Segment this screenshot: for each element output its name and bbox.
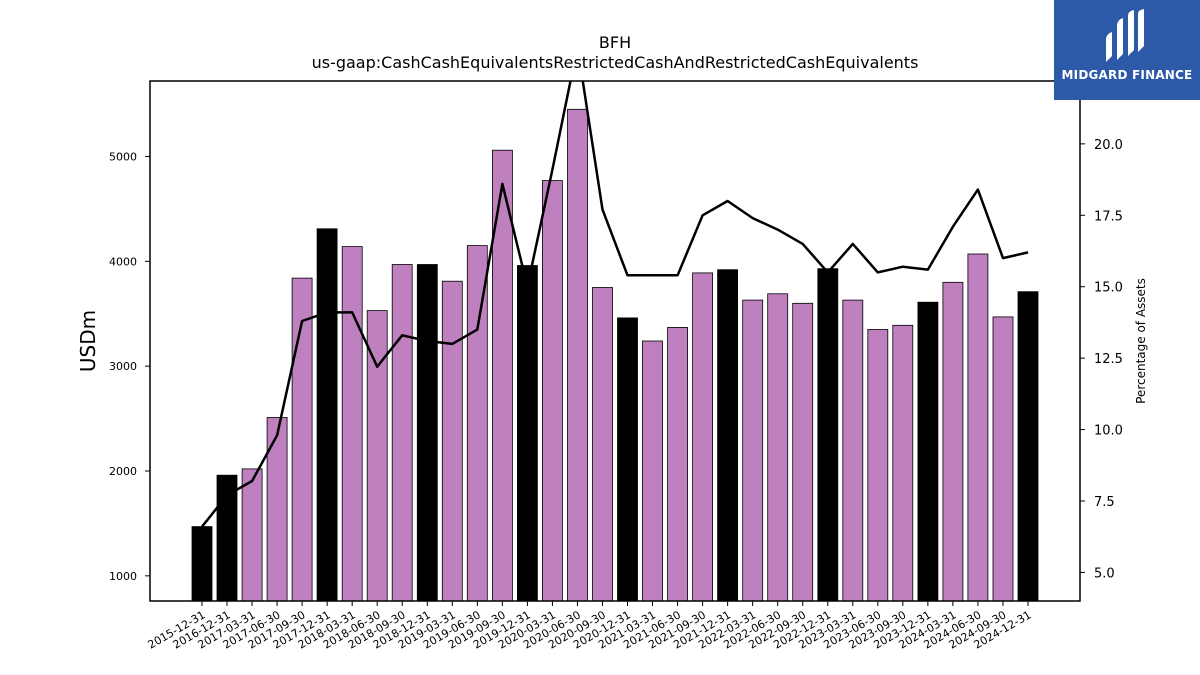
logo-mark-icon <box>1106 9 1144 62</box>
bar-2021-06-30 <box>667 326 688 602</box>
bar-2017-12-31 <box>316 228 338 602</box>
percentage-line <box>201 81 1029 528</box>
bar-2023-12-31 <box>917 301 939 602</box>
y2-tick-label: 12.5 <box>1094 352 1123 367</box>
bar-series <box>191 108 1039 602</box>
x-axis-ticks: 2015-12-312016-12-312017-03-312017-06-30… <box>146 601 1033 652</box>
logo-text: MIDGARD FINANCE <box>1061 68 1193 82</box>
bar-2021-12-31 <box>717 269 738 602</box>
y2-tick-label: 17.5 <box>1094 209 1123 224</box>
bar-2019-03-31 <box>441 280 463 602</box>
y2-tick-label: 20.0 <box>1094 138 1123 153</box>
y2-tick-label: 5.0 <box>1094 566 1115 581</box>
bar-2020-06-30 <box>567 108 588 602</box>
bar-2019-06-30 <box>466 245 488 602</box>
bar-2022-06-30 <box>767 293 789 602</box>
bar-2015-12-31 <box>191 526 213 602</box>
bar-2024-03-31 <box>942 281 964 602</box>
plot-frame <box>149 80 1081 602</box>
y2-tick-label: 10.0 <box>1094 424 1123 439</box>
bar-2022-03-31 <box>742 299 764 602</box>
bar-2022-12-31 <box>817 268 839 602</box>
y-tick-label: 5000 <box>109 150 137 163</box>
bar-2020-03-31 <box>542 180 563 602</box>
y2-tick-label: 15.0 <box>1094 281 1123 296</box>
bar-2023-03-31 <box>842 299 864 602</box>
y-tick-label: 4000 <box>109 255 137 268</box>
chart-title: BFH <box>599 33 631 52</box>
midgard-finance-logo: MIDGARD FINANCE <box>1054 0 1200 100</box>
bar-2017-03-31 <box>241 468 263 602</box>
bar-2024-09-30 <box>992 316 1014 602</box>
bar-2019-12-31 <box>517 265 538 602</box>
right-axis-ticks: 5.0 7.5 10.0 12.5 15.0 17.5 20.0 <box>1080 138 1123 581</box>
bar-2022-09-30 <box>792 302 814 602</box>
y2-tick-label: 7.5 <box>1094 495 1115 510</box>
bar-2023-09-30 <box>892 324 914 602</box>
bar-2020-12-31 <box>617 317 638 602</box>
bar-2021-09-30 <box>692 272 713 602</box>
chart-subtitle: us-gaap:CashCashEquivalentsRestrictedCas… <box>312 53 919 72</box>
bar-2023-06-30 <box>867 329 889 602</box>
y-axis-label: USDm <box>76 310 100 372</box>
bar-2018-12-31 <box>416 264 438 602</box>
bar-2020-09-30 <box>592 287 613 602</box>
bar-2021-03-31 <box>642 340 663 602</box>
bar-2018-09-30 <box>391 264 413 602</box>
y2-axis-label: Percentage of Assets <box>1134 278 1148 404</box>
bar-2017-06-30 <box>266 417 288 602</box>
y-tick-label: 1000 <box>109 570 137 583</box>
percentage-line-series <box>201 81 1029 528</box>
bar-2024-12-31 <box>1017 291 1039 602</box>
left-axis-ticks: 1000 2000 3000 4000 5000 <box>109 150 150 583</box>
bar-2018-03-31 <box>341 246 363 602</box>
y-tick-label: 3000 <box>109 360 137 373</box>
bar-2024-06-30 <box>967 253 989 602</box>
y-tick-label: 2000 <box>109 465 137 478</box>
